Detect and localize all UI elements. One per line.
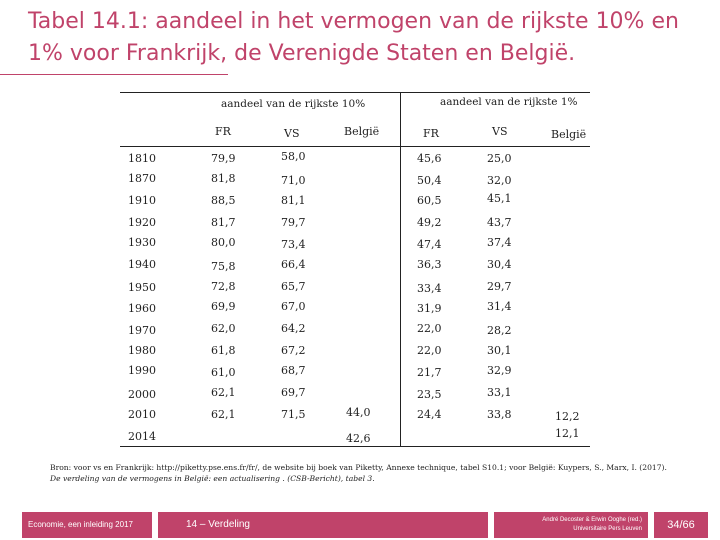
cell-vs1: 30,1 bbox=[487, 344, 512, 357]
group-divider bbox=[400, 92, 401, 446]
cell-vs10: 81,1 bbox=[281, 194, 306, 207]
cell-fr10: 61,8 bbox=[211, 344, 236, 357]
row-year: 1980 bbox=[128, 344, 156, 357]
cell-fr1: 50,4 bbox=[417, 174, 442, 187]
cell-fr10: 81,7 bbox=[211, 216, 236, 229]
row-year: 1910 bbox=[128, 194, 156, 207]
row-year: 1950 bbox=[128, 281, 156, 294]
col-header-be-10: België bbox=[344, 125, 380, 138]
table-header-rule bbox=[120, 146, 590, 147]
col-header-fr-10: FR bbox=[215, 125, 231, 138]
cell-fr10: 88,5 bbox=[211, 194, 236, 207]
footer-book-title: Economie, een inleiding 2017 bbox=[22, 512, 152, 538]
cell-vs10: 79,7 bbox=[281, 216, 306, 229]
cell-fr1: 49,2 bbox=[417, 216, 442, 229]
source-line-2: De verdeling van de vermogens in België:… bbox=[50, 474, 375, 483]
cell-fr10: 62,1 bbox=[211, 408, 236, 421]
col-header-fr-1: FR bbox=[423, 127, 439, 140]
cell-vs1: 37,4 bbox=[487, 236, 512, 249]
cell-be1: 12,1 bbox=[555, 427, 580, 440]
cell-vs1: 43,7 bbox=[487, 216, 512, 229]
table-bottom-rule bbox=[120, 446, 590, 447]
cell-vs1: 31,4 bbox=[487, 300, 512, 313]
cell-be1: 12,2 bbox=[555, 410, 580, 423]
row-year: 1960 bbox=[128, 302, 156, 315]
cell-fr1: 24,4 bbox=[417, 408, 442, 421]
cell-vs10: 71,5 bbox=[281, 408, 306, 421]
cell-vs10: 68,7 bbox=[281, 364, 306, 377]
source-line-1: Bron: voor vs en Frankrijk: http://piket… bbox=[50, 463, 667, 472]
col-header-vs-10: VS bbox=[284, 127, 300, 140]
row-year: 1810 bbox=[128, 152, 156, 165]
cell-fr1: 23,5 bbox=[417, 388, 442, 401]
row-year: 1930 bbox=[128, 236, 156, 249]
cell-vs1: 29,7 bbox=[487, 280, 512, 293]
footer-publisher: Universitaire Pers Leuven bbox=[573, 526, 642, 532]
cell-fr10: 80,0 bbox=[211, 236, 236, 249]
cell-vs1: 33,1 bbox=[487, 386, 512, 399]
cell-fr10: 81,8 bbox=[211, 172, 236, 185]
cell-vs1: 28,2 bbox=[487, 324, 512, 337]
footer-page-number: 34/66 bbox=[654, 512, 708, 538]
cell-vs1: 30,4 bbox=[487, 258, 512, 271]
cell-fr1: 22,0 bbox=[417, 344, 442, 357]
row-year: 2000 bbox=[128, 388, 156, 401]
cell-fr10: 62,0 bbox=[211, 322, 236, 335]
cell-vs10: 64,2 bbox=[281, 322, 306, 335]
source-note: Bron: voor vs en Frankrijk: http://piket… bbox=[50, 462, 710, 484]
row-year: 1940 bbox=[128, 258, 156, 271]
cell-vs1: 45,1 bbox=[487, 192, 512, 205]
table-top-rule bbox=[120, 92, 590, 93]
cell-fr10: 72,8 bbox=[211, 280, 236, 293]
cell-vs10: 67,0 bbox=[281, 300, 306, 313]
cell-fr10: 61,0 bbox=[211, 366, 236, 379]
cell-vs10: 67,2 bbox=[281, 344, 306, 357]
cell-be10: 44,0 bbox=[346, 406, 371, 419]
col-header-vs-1: VS bbox=[492, 125, 508, 138]
cell-vs1: 33,8 bbox=[487, 408, 512, 421]
cell-vs10: 65,7 bbox=[281, 280, 306, 293]
cell-vs1: 32,9 bbox=[487, 364, 512, 377]
cell-vs10: 69,7 bbox=[281, 386, 306, 399]
cell-fr1: 45,6 bbox=[417, 152, 442, 165]
footer-authors: André Decoster & Erwin Ooghe (red.) Univ… bbox=[494, 512, 648, 538]
row-year: 1970 bbox=[128, 324, 156, 337]
cell-fr1: 47,4 bbox=[417, 238, 442, 251]
footer-chapter: 14 – Verdeling bbox=[158, 512, 488, 538]
row-year: 2014 bbox=[128, 430, 156, 443]
group-header-top1: aandeel van de rijkste 1% bbox=[440, 96, 578, 108]
group-header-top10: aandeel van de rijkste 10% bbox=[221, 98, 366, 110]
cell-vs10: 66,4 bbox=[281, 258, 306, 271]
row-year: 1990 bbox=[128, 364, 156, 377]
row-year: 1920 bbox=[128, 216, 156, 229]
row-year: 2010 bbox=[128, 408, 156, 421]
footer-bar: Economie, een inleiding 2017 14 – Verdel… bbox=[0, 510, 720, 540]
cell-fr1: 31,9 bbox=[417, 302, 442, 315]
cell-fr10: 69,9 bbox=[211, 300, 236, 313]
cell-fr1: 22,0 bbox=[417, 322, 442, 335]
cell-vs10: 71,0 bbox=[281, 174, 306, 187]
footer-authors-line1: André Decoster & Erwin Ooghe (red.) bbox=[542, 517, 642, 523]
cell-vs1: 32,0 bbox=[487, 174, 512, 187]
cell-fr10: 62,1 bbox=[211, 386, 236, 399]
row-year: 1870 bbox=[128, 172, 156, 185]
cell-fr10: 79,9 bbox=[211, 152, 236, 165]
cell-vs10: 73,4 bbox=[281, 238, 306, 251]
cell-fr1: 21,7 bbox=[417, 366, 442, 379]
cell-vs1: 25,0 bbox=[487, 152, 512, 165]
cell-fr1: 60,5 bbox=[417, 194, 442, 207]
title-underline bbox=[0, 74, 228, 75]
cell-fr1: 36,3 bbox=[417, 258, 442, 271]
cell-fr1: 33,4 bbox=[417, 282, 442, 295]
cell-fr10: 75,8 bbox=[211, 260, 236, 273]
cell-be10: 42,6 bbox=[346, 432, 371, 445]
slide-title: Tabel 14.1: aandeel in het vermogen van … bbox=[28, 9, 679, 66]
cell-vs10: 58,0 bbox=[281, 150, 306, 163]
col-header-be-1: België bbox=[551, 128, 587, 141]
